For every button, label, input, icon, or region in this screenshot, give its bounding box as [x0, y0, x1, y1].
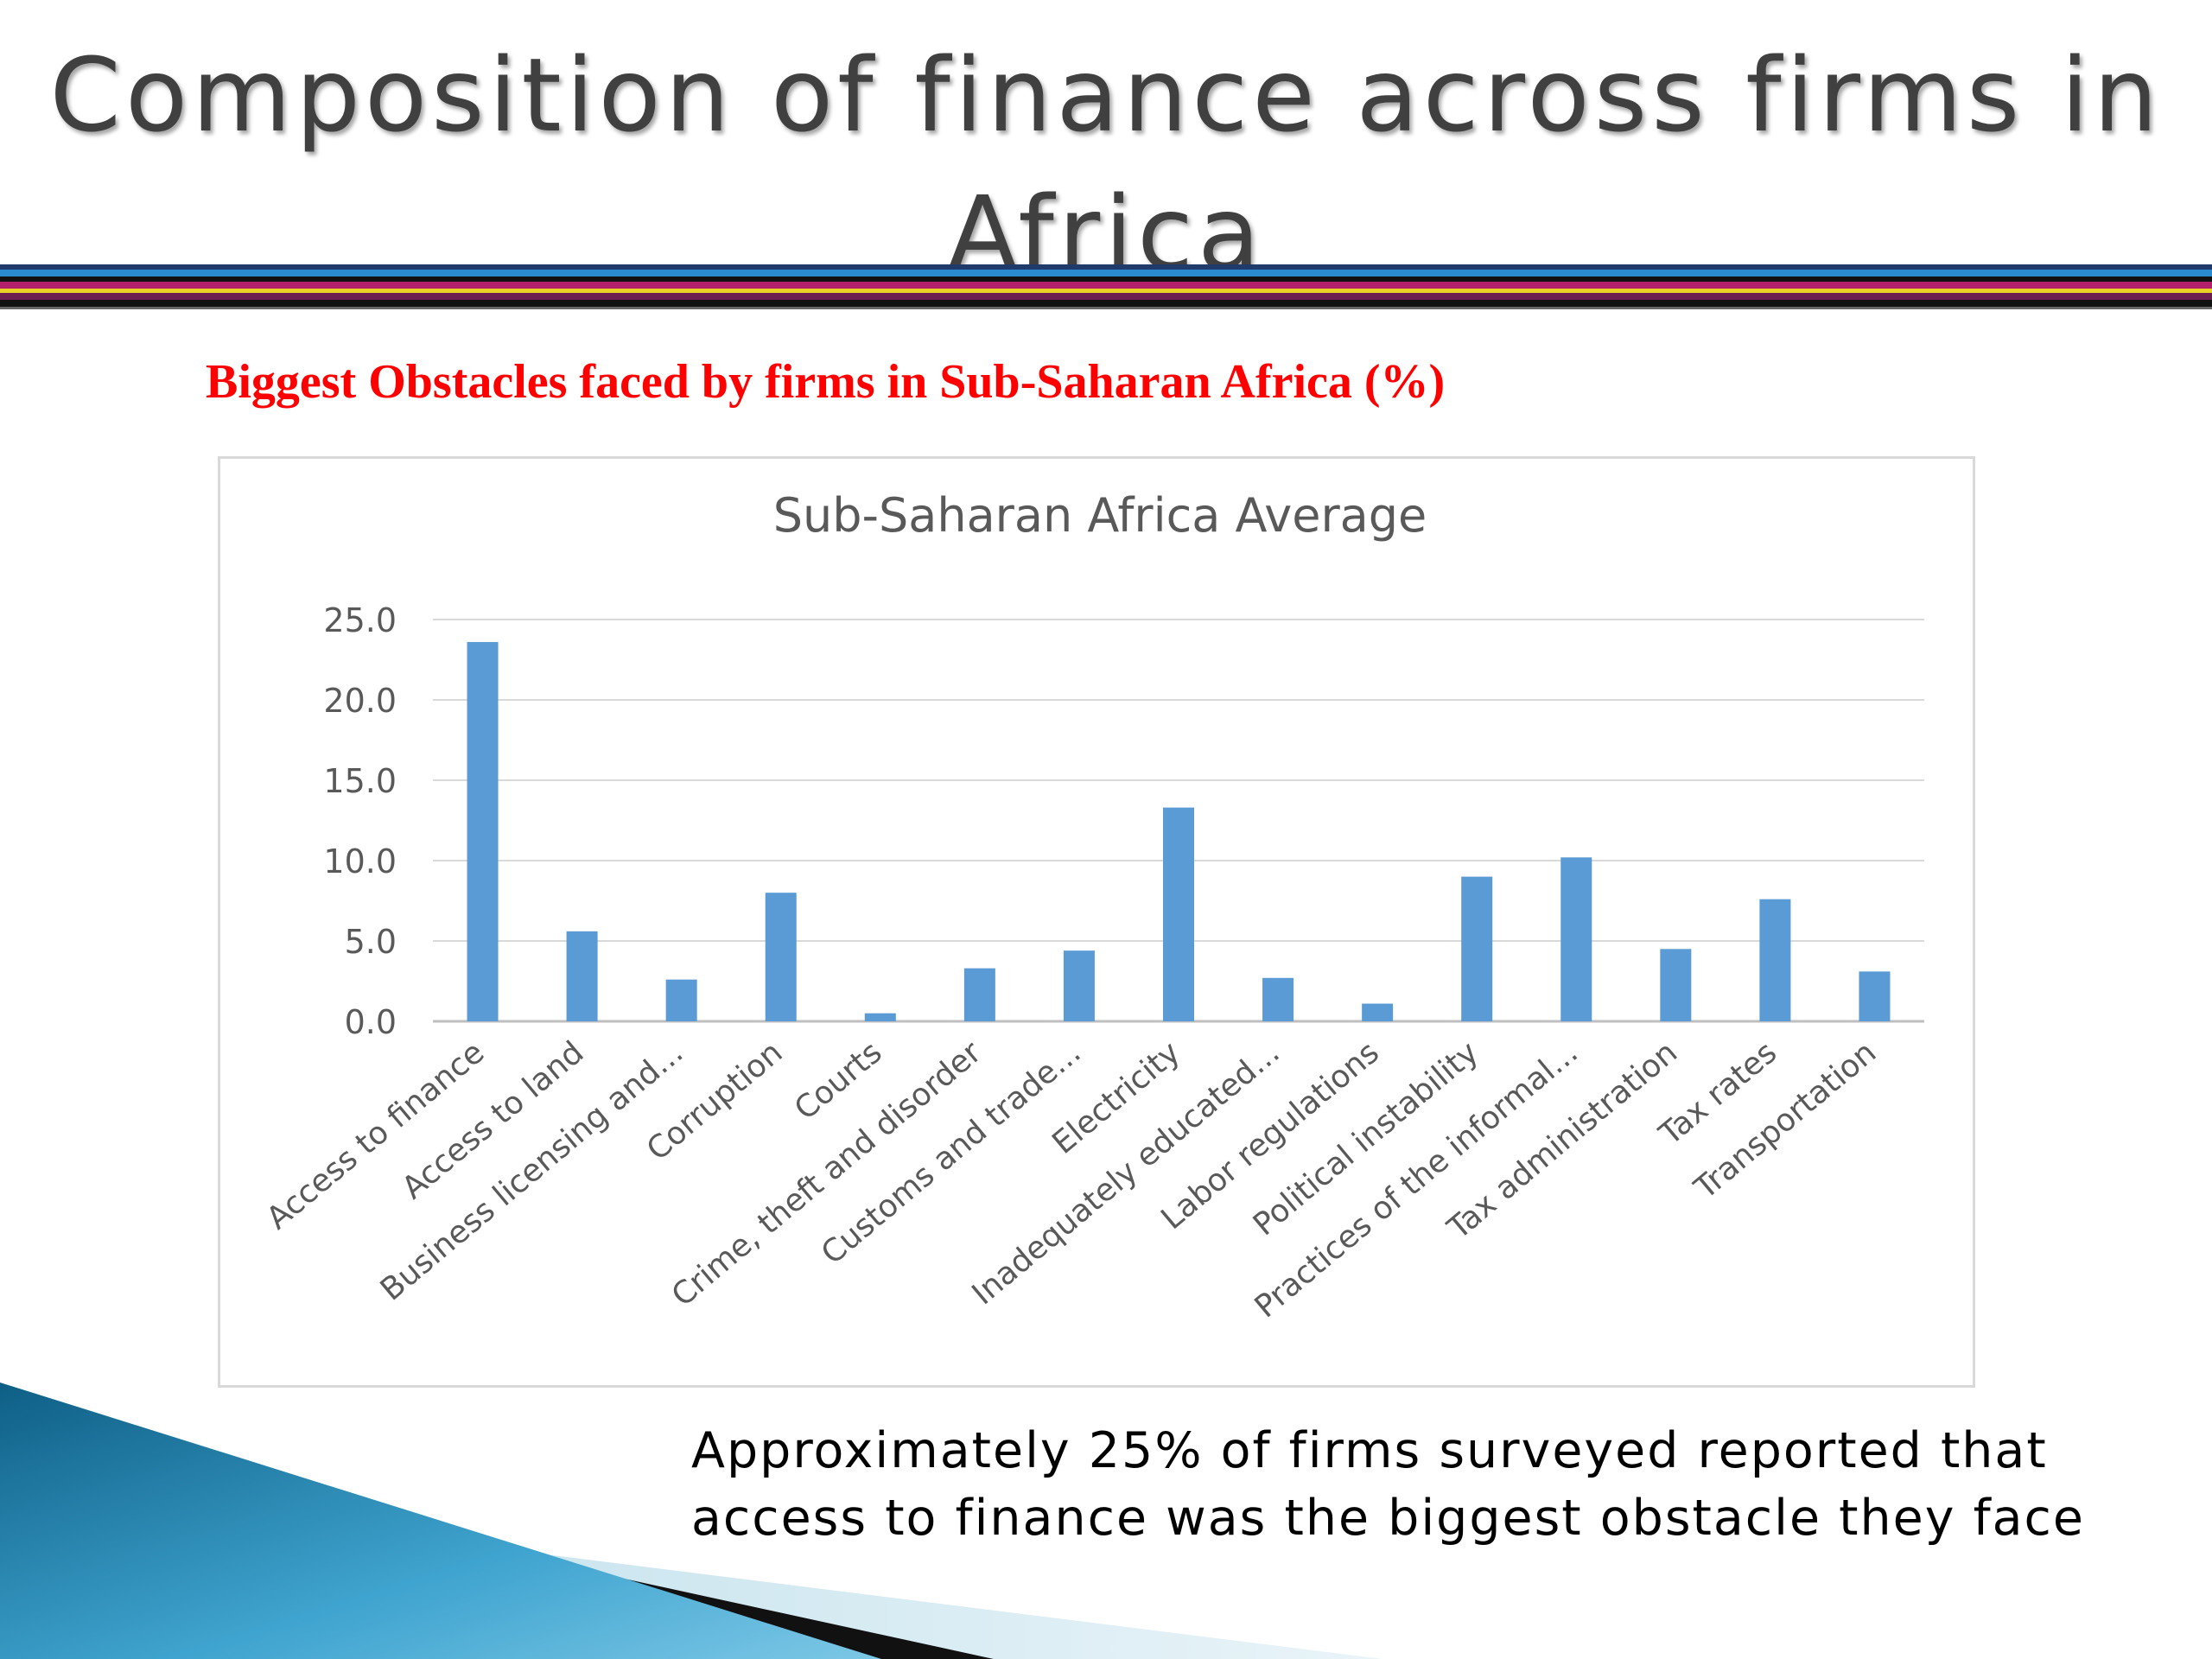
decorative-corner-graphic [0, 1382, 1382, 1659]
bar [1660, 949, 1692, 1021]
bar [1759, 899, 1791, 1021]
bar [1362, 1003, 1394, 1021]
x-tick-label: Transportation [1688, 1034, 1883, 1206]
bar [765, 893, 797, 1021]
bar [963, 968, 995, 1021]
y-tick-label: 5.0 [345, 923, 397, 961]
y-tick-label: 20.0 [323, 682, 397, 720]
bar [566, 931, 598, 1021]
bar [665, 979, 697, 1021]
y-tick-label: 0.0 [345, 1003, 397, 1041]
bar [1262, 977, 1294, 1021]
y-tick-label: 10.0 [323, 842, 397, 880]
chart-container: Sub-Saharan Africa Average 0.0 5.0 10.0 15.… [218, 456, 1975, 1388]
decorative-stripes [0, 264, 2212, 309]
bar [1461, 876, 1493, 1021]
y-tick-label: 25.0 [323, 601, 397, 639]
bar [1063, 950, 1095, 1021]
chart-heading: Biggest Obstacles faced by firms in Sub-… [206, 355, 1446, 409]
y-tick-label: 15.0 [323, 762, 397, 800]
slide-title: Composition of finance across firms in A… [49, 35, 2163, 293]
bar [1560, 857, 1592, 1021]
caption-text: Approximately 25% of firms surveyed repo… [691, 1422, 2085, 1547]
bar [1163, 807, 1194, 1021]
bar [1859, 971, 1891, 1021]
bar-chart: Sub-Saharan Africa Average 0.0 5.0 10.0 15.… [260, 488, 1924, 1325]
bar [467, 642, 499, 1021]
chart-title: Sub-Saharan Africa Average [773, 488, 1427, 543]
bar [864, 1013, 896, 1021]
